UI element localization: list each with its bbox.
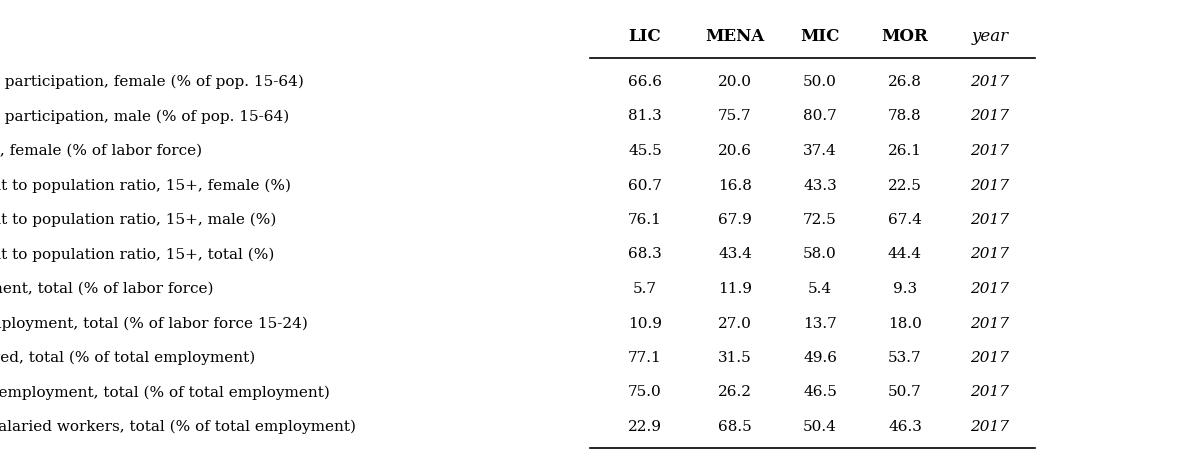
Text: 58.0: 58.0 — [803, 247, 837, 261]
Text: 2017: 2017 — [971, 282, 1009, 296]
Text: 60.7: 60.7 — [628, 178, 662, 192]
Text: 75.0: 75.0 — [628, 385, 662, 399]
Text: 53.7: 53.7 — [888, 351, 922, 365]
Text: Self-employed, total (% of total employment): Self-employed, total (% of total employm… — [0, 351, 255, 365]
Text: 44.4: 44.4 — [888, 247, 922, 261]
Text: 75.7: 75.7 — [719, 110, 752, 123]
Text: 5.4: 5.4 — [808, 282, 832, 296]
Text: 10.9: 10.9 — [628, 316, 662, 330]
Text: 43.4: 43.4 — [718, 247, 752, 261]
Text: Vulnerable employment, total (% of total employment): Vulnerable employment, total (% of total… — [0, 385, 330, 400]
Text: Youth unemployment, total (% of labor force 15-24): Youth unemployment, total (% of labor fo… — [0, 316, 308, 331]
Text: Labor force participation, male (% of pop. 15-64): Labor force participation, male (% of po… — [0, 110, 289, 124]
Text: 49.6: 49.6 — [803, 351, 837, 365]
Text: 66.6: 66.6 — [628, 75, 662, 89]
Text: 13.7: 13.7 — [803, 316, 837, 330]
Text: 18.0: 18.0 — [888, 316, 922, 330]
Text: 26.8: 26.8 — [888, 75, 922, 89]
Text: year: year — [971, 28, 1009, 45]
Text: 72.5: 72.5 — [803, 213, 837, 227]
Text: 76.1: 76.1 — [628, 213, 662, 227]
Text: 45.5: 45.5 — [628, 144, 662, 158]
Text: 26.2: 26.2 — [718, 385, 752, 399]
Text: 50.4: 50.4 — [803, 420, 837, 434]
Text: 2017: 2017 — [971, 385, 1009, 399]
Text: 2017: 2017 — [971, 75, 1009, 89]
Text: Wage and salaried workers, total (% of total employment): Wage and salaried workers, total (% of t… — [0, 420, 356, 434]
Text: Unemployment, total (% of labor force): Unemployment, total (% of labor force) — [0, 282, 213, 296]
Text: 2017: 2017 — [971, 420, 1009, 434]
Text: 31.5: 31.5 — [718, 351, 752, 365]
Text: 46.5: 46.5 — [803, 385, 837, 399]
Text: 5.7: 5.7 — [633, 282, 657, 296]
Text: 2017: 2017 — [971, 247, 1009, 261]
Text: 2017: 2017 — [971, 351, 1009, 365]
Text: MOR: MOR — [882, 28, 928, 45]
Text: 20.0: 20.0 — [718, 75, 752, 89]
Text: 50.7: 50.7 — [888, 385, 922, 399]
Text: MIC: MIC — [801, 28, 840, 45]
Text: 77.1: 77.1 — [628, 351, 662, 365]
Text: 67.9: 67.9 — [718, 213, 752, 227]
Text: 2017: 2017 — [971, 316, 1009, 330]
Text: 43.3: 43.3 — [803, 178, 837, 192]
Text: 9.3: 9.3 — [892, 282, 917, 296]
Text: 26.1: 26.1 — [888, 144, 922, 158]
Text: 16.8: 16.8 — [718, 178, 752, 192]
Text: 20.6: 20.6 — [718, 144, 752, 158]
Text: 11.9: 11.9 — [718, 282, 752, 296]
Text: 46.3: 46.3 — [888, 420, 922, 434]
Text: 50.0: 50.0 — [803, 75, 837, 89]
Text: 68.5: 68.5 — [718, 420, 752, 434]
Text: 2017: 2017 — [971, 144, 1009, 158]
Text: 2017: 2017 — [971, 110, 1009, 123]
Text: 27.0: 27.0 — [718, 316, 752, 330]
Text: Employment to population ratio, 15+, female (%): Employment to population ratio, 15+, fem… — [0, 178, 292, 193]
Text: 2017: 2017 — [971, 213, 1009, 227]
Text: Labor force, female (% of labor force): Labor force, female (% of labor force) — [0, 144, 202, 158]
Text: 78.8: 78.8 — [888, 110, 922, 123]
Text: Employment to population ratio, 15+, total (%): Employment to population ratio, 15+, tot… — [0, 247, 275, 262]
Text: 81.3: 81.3 — [628, 110, 662, 123]
Text: 37.4: 37.4 — [803, 144, 837, 158]
Text: 67.4: 67.4 — [888, 213, 922, 227]
Text: 22.5: 22.5 — [888, 178, 922, 192]
Text: Employment to population ratio, 15+, male (%): Employment to population ratio, 15+, mal… — [0, 213, 276, 227]
Text: 68.3: 68.3 — [628, 247, 662, 261]
Text: MENA: MENA — [706, 28, 765, 45]
Text: 2017: 2017 — [971, 178, 1009, 192]
Text: Labor force participation, female (% of pop. 15-64): Labor force participation, female (% of … — [0, 75, 303, 89]
Text: 22.9: 22.9 — [628, 420, 662, 434]
Text: LIC: LIC — [628, 28, 662, 45]
Text: 80.7: 80.7 — [803, 110, 837, 123]
